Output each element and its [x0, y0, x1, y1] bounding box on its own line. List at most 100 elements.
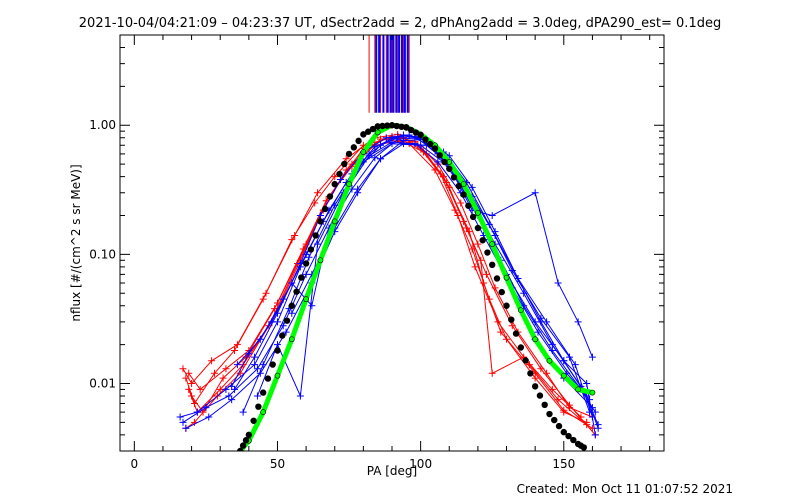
black-curve-dot: [479, 237, 486, 244]
blue-trace-point: [399, 131, 407, 139]
black-curve-dot: [407, 126, 415, 134]
blue-trace-point: [316, 212, 324, 219]
black-curve-dot: [350, 144, 358, 151]
blue-trace-point: [282, 328, 290, 336]
blue-trace-point: [468, 183, 476, 191]
blue-trace-point: [296, 392, 304, 400]
black-curve-dot: [364, 128, 372, 135]
black-curve-dot: [312, 232, 319, 239]
black-curve-dot: [341, 160, 348, 168]
blue-trace-point: [253, 365, 261, 373]
blue-trace-point: [560, 357, 568, 365]
black-curve-dot: [555, 422, 563, 430]
green-curve-dot: [560, 372, 567, 379]
blue-trace-point: [239, 408, 247, 416]
blue-trace-point: [571, 361, 579, 369]
blue-trace-point: [399, 140, 407, 148]
blue-trace-point: [225, 392, 233, 400]
red-trace-point: [465, 228, 473, 236]
black-curve-dot: [469, 213, 477, 221]
red-trace-point: [208, 357, 216, 365]
black-curve-dot: [498, 288, 505, 296]
red-trace-line: [188, 140, 593, 429]
green-curve-dot: [503, 274, 510, 281]
green-curve-dot: [274, 372, 281, 379]
black-curve-dot: [360, 131, 367, 138]
blue-trace-point: [574, 318, 582, 326]
red-trace-point: [262, 289, 270, 297]
blue-trace-point: [377, 141, 385, 149]
black-curve-dot: [374, 123, 381, 130]
blue-trace-point: [377, 155, 385, 163]
red-trace-point: [508, 322, 516, 330]
blue-trace-point: [205, 413, 213, 421]
green-curve-dot: [331, 218, 338, 225]
red-trace: [188, 134, 599, 439]
black-curve-dot: [388, 122, 396, 129]
red-trace-point: [314, 189, 322, 197]
red-trace-point: [480, 279, 488, 287]
black-curve-dot: [403, 124, 410, 131]
blue-trace-point: [588, 353, 596, 361]
black-curve-dot: [436, 152, 443, 159]
blue-trace-line: [291, 143, 599, 429]
blue-trace-point: [182, 424, 190, 432]
footer-created: Created: Mon Oct 11 01:07:52 2021: [517, 482, 733, 496]
blue-trace-point: [411, 140, 419, 148]
x-tick-label: 50: [270, 457, 285, 471]
green-curve-dot: [303, 296, 310, 303]
black-curve-dot: [393, 122, 400, 130]
black-curve-dot: [527, 370, 534, 377]
black-curve-dot: [474, 224, 482, 232]
green-curve-dot: [474, 209, 481, 216]
blue-trace-point: [179, 418, 187, 426]
green-curve-dot: [546, 357, 553, 364]
green-curve-dot: [346, 181, 352, 188]
red-trace-point: [291, 232, 299, 239]
axes: 0 50 100 150 0.01 0.10 1.00: [89, 34, 664, 471]
blue-trace-point: [222, 385, 230, 393]
blue-trace-point: [554, 279, 562, 287]
blue-trace-line: [182, 137, 591, 423]
blue-trace-point: [534, 328, 542, 336]
black-curve-dot: [283, 317, 291, 324]
black-curve-dot: [580, 444, 588, 451]
blue-trace-point: [259, 361, 267, 369]
black-curve-dot: [237, 447, 244, 451]
black-curve-dot: [269, 361, 276, 368]
x-tick-label: 100: [409, 457, 432, 471]
black-curve-dot: [493, 275, 501, 282]
red-trace-point: [566, 401, 574, 409]
black-curve-dot: [317, 218, 324, 225]
red-trace-point: [331, 173, 339, 181]
black-curve-dot: [460, 191, 467, 198]
blue-trace-point: [388, 140, 396, 148]
red-trace-point: [488, 369, 496, 377]
green-curve-dot: [360, 149, 367, 155]
red-trace-point: [190, 418, 198, 426]
red-trace-point: [185, 385, 193, 393]
blue-trace-point: [228, 382, 236, 390]
y-tick-label: 0.01: [89, 376, 116, 390]
red-trace-point: [188, 379, 196, 387]
black-curve-dot: [446, 165, 453, 172]
black-curve-dot: [302, 260, 310, 267]
blue-trace-point: [594, 424, 602, 432]
black-curve-dot: [422, 136, 429, 143]
black-curve-dot: [307, 246, 315, 253]
blue-trace-point: [514, 275, 522, 283]
x-tick-label: 0: [130, 457, 138, 471]
black-curve-dot: [379, 122, 386, 130]
green-curve-dot: [374, 129, 381, 136]
x-axis-label: PA [deg]: [367, 464, 417, 478]
red-trace-point: [474, 240, 482, 248]
black-curve-dot: [512, 330, 520, 337]
blue-trace-point: [253, 392, 261, 400]
black-curve-dot: [331, 180, 338, 188]
black-curve-dot: [531, 383, 539, 390]
green-curve-dot: [288, 336, 295, 343]
red-trace-point: [560, 406, 568, 414]
black-curve-dot: [255, 403, 262, 410]
blue-trace-point: [434, 158, 442, 166]
blue-trace-point: [371, 154, 379, 162]
